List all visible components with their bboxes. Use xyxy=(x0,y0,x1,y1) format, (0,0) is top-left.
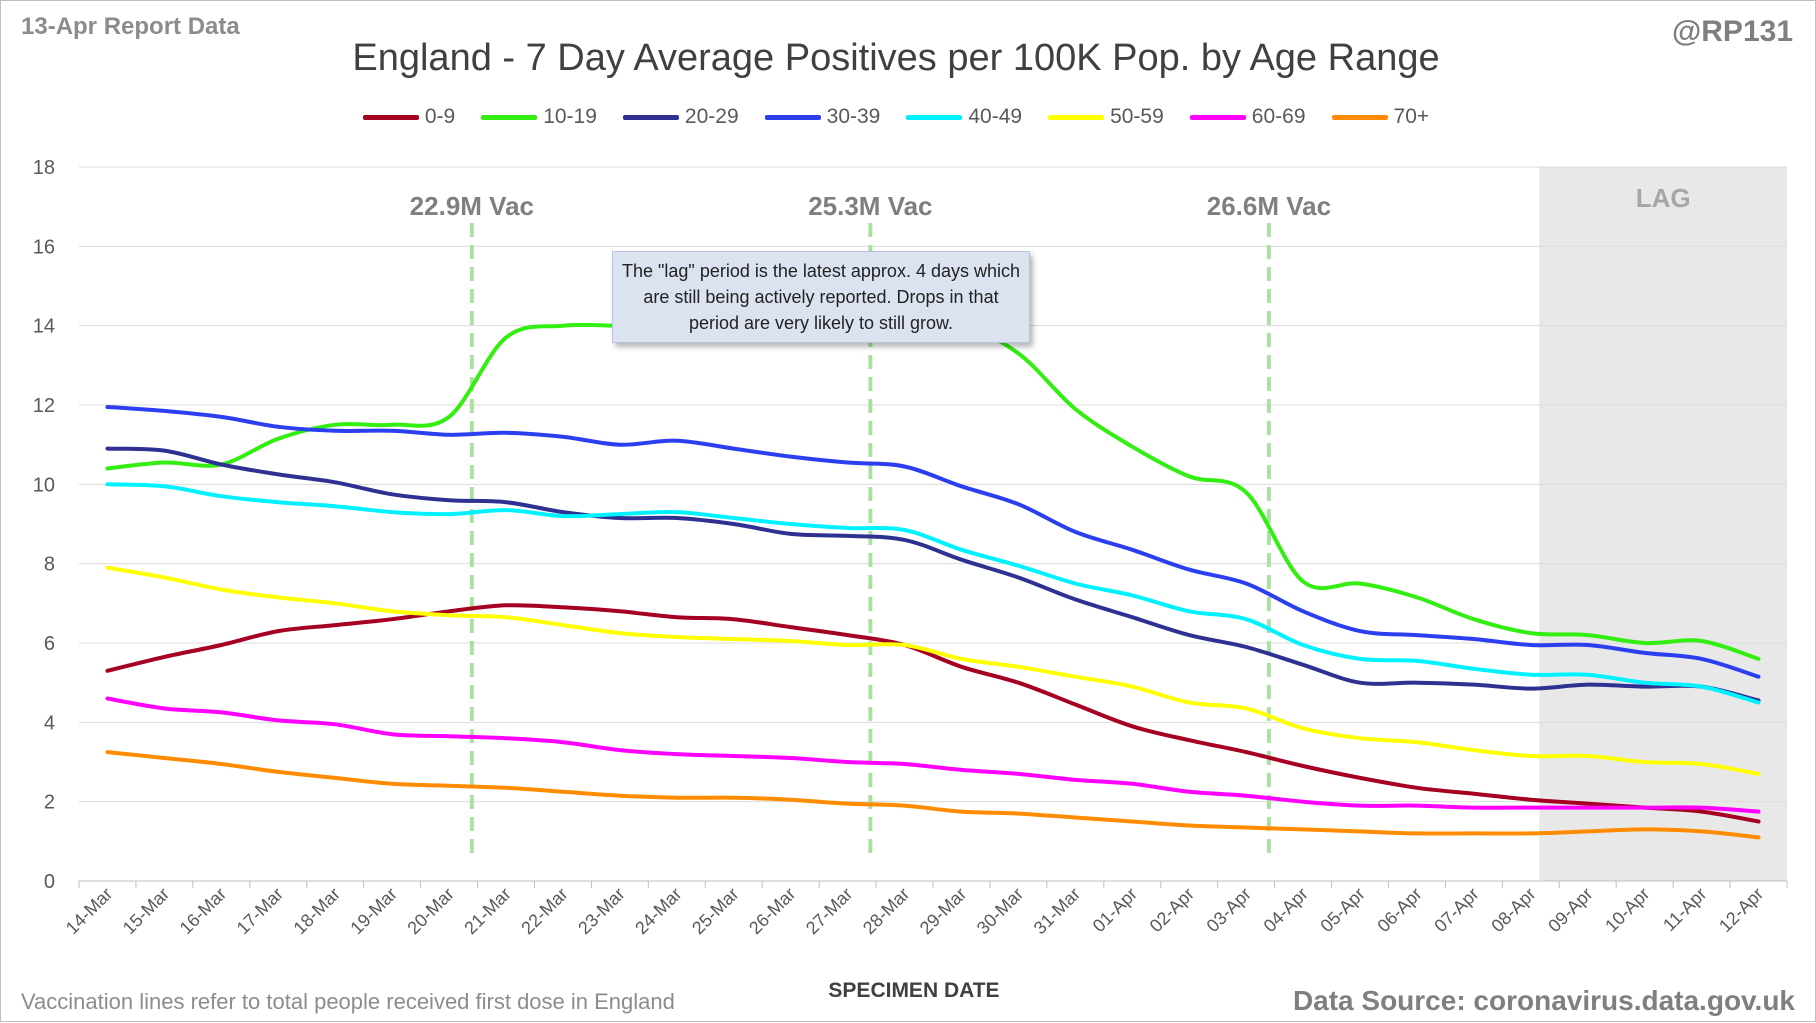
x-tick-label: 10-Apr xyxy=(1601,884,1653,936)
legend-label: 70+ xyxy=(1393,105,1430,128)
y-tick-label: 2 xyxy=(44,792,55,814)
x-tick-label: 19-Mar xyxy=(347,884,401,938)
legend-swatch xyxy=(1189,114,1246,120)
x-tick-label: 17-Mar xyxy=(233,884,287,938)
legend-item: 50-59 xyxy=(1048,105,1164,129)
x-tick-label: 28-Mar xyxy=(859,884,913,938)
legend-label: 60-69 xyxy=(1251,105,1306,128)
legend-swatch xyxy=(906,114,963,120)
series-line-60-69 xyxy=(105,696,1761,814)
legend-swatch xyxy=(362,114,419,120)
x-tick-label: 11-Apr xyxy=(1659,884,1710,935)
x-tick-label: 01-Apr xyxy=(1089,884,1141,936)
legend-label: 30-39 xyxy=(826,105,881,128)
legend-item: 30-39 xyxy=(764,105,881,129)
legend-swatch xyxy=(481,114,538,120)
x-tick-label: 02-Apr xyxy=(1146,884,1198,936)
x-tick-label: 12-Apr xyxy=(1715,884,1767,936)
legend-item: 20-29 xyxy=(622,105,739,129)
x-tick-label: 22-Mar xyxy=(517,884,571,938)
x-axis-title: SPECIMEN DATE xyxy=(828,979,1000,1002)
legend-label: 10-19 xyxy=(543,105,597,128)
report-date-label: 13-Apr Report Data xyxy=(21,13,240,40)
series-line-50-59 xyxy=(105,565,1761,776)
lag-label: LAG xyxy=(1636,183,1691,213)
x-tick-label: 21-Mar xyxy=(460,884,514,938)
y-tick-label: 12 xyxy=(33,395,55,417)
legend-label: 40-49 xyxy=(968,105,1023,128)
x-tick-label: 14-Mar xyxy=(62,884,116,938)
x-tick-label: 04-Apr xyxy=(1260,884,1312,936)
y-tick-label: 0 xyxy=(44,871,55,893)
y-tick-label: 14 xyxy=(33,316,55,338)
legend-item: 60-69 xyxy=(1189,105,1306,129)
x-tick-label: 09-Apr xyxy=(1544,884,1596,936)
legend-swatch xyxy=(764,114,821,120)
x-tick-label: 06-Apr xyxy=(1373,884,1425,936)
legend-label: 20-29 xyxy=(684,105,739,128)
x-tick-label: 27-Mar xyxy=(802,884,856,938)
x-tick-label: 26-Mar xyxy=(745,884,799,938)
legend-swatch xyxy=(1048,114,1105,120)
y-tick-label: 18 xyxy=(33,157,55,179)
vaccination-footnote: Vaccination lines refer to total people … xyxy=(21,989,675,1014)
x-tick-label: 29-Mar xyxy=(916,884,970,938)
series-line-20-29 xyxy=(105,446,1761,703)
x-tick-label: 20-Mar xyxy=(403,884,457,938)
y-tick-label: 4 xyxy=(44,712,55,734)
series-line-30-39 xyxy=(105,405,1761,679)
legend-swatch xyxy=(622,114,679,120)
chart-title: England - 7 Day Average Positives per 10… xyxy=(352,37,1440,79)
legend-item: 10-19 xyxy=(481,105,597,129)
legend-item: 70+ xyxy=(1331,105,1430,129)
series-line-0-9 xyxy=(105,603,1761,824)
y-tick-label: 10 xyxy=(33,474,55,496)
legend-item: 40-49 xyxy=(906,105,1022,129)
x-tick-label: 24-Mar xyxy=(631,884,685,938)
author-handle: @RP131 xyxy=(1672,15,1793,48)
vaccination-label: 25.3M Vac xyxy=(808,191,932,221)
legend-item: 0-9 xyxy=(362,105,456,129)
series-line-10-19 xyxy=(105,321,1761,661)
x-tick-label: 30-Mar xyxy=(973,884,1027,938)
x-tick-label: 08-Apr xyxy=(1487,884,1539,936)
x-tick-label: 15-Mar xyxy=(119,884,173,938)
y-tick-label: 6 xyxy=(44,633,55,655)
series-line-40-49 xyxy=(105,482,1761,705)
vaccination-label: 26.6M Vac xyxy=(1207,191,1331,221)
x-tick-label: 23-Mar xyxy=(574,884,628,938)
chart-legend: 0-9 10-19 20-29 30-39 40-49 50-59 60-69 70+ xyxy=(1,105,1791,129)
vaccination-label: 22.9M Vac xyxy=(410,191,534,221)
x-tick-label: 25-Mar xyxy=(688,884,742,938)
x-tick-label: 07-Apr xyxy=(1430,884,1482,936)
y-tick-label: 16 xyxy=(33,236,55,258)
x-tick-label: 16-Mar xyxy=(176,884,230,938)
x-tick-label: 18-Mar xyxy=(290,884,344,938)
lag-annotation-note: The "lag" period is the latest approx. 4… xyxy=(612,251,1030,343)
y-tick-label: 8 xyxy=(44,554,55,576)
x-tick-label: 03-Apr xyxy=(1203,884,1255,936)
series-line-70+ xyxy=(105,750,1761,840)
x-tick-label: 05-Apr xyxy=(1316,884,1368,936)
legend-label: 50-59 xyxy=(1110,105,1164,128)
legend-swatch xyxy=(1331,114,1388,120)
x-tick-label: 31-Mar xyxy=(1030,884,1084,938)
legend-label: 0-9 xyxy=(424,105,456,128)
data-source-label: Data Source: coronavirus.data.gov.uk xyxy=(1292,985,1795,1016)
